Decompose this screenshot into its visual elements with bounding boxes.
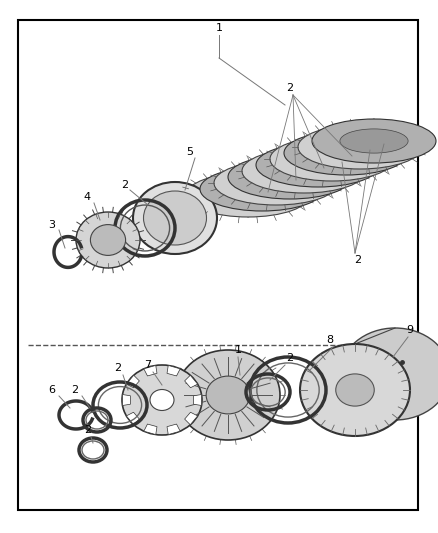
Ellipse shape [122, 365, 202, 435]
Ellipse shape [150, 390, 174, 410]
Ellipse shape [133, 182, 217, 254]
Text: 7: 7 [145, 360, 152, 370]
Polygon shape [126, 375, 139, 387]
Text: 5: 5 [187, 147, 194, 157]
Ellipse shape [340, 328, 438, 420]
Text: 2: 2 [71, 385, 78, 395]
Polygon shape [126, 412, 139, 425]
Ellipse shape [284, 153, 352, 177]
Text: 4: 4 [83, 192, 91, 202]
Ellipse shape [228, 155, 352, 199]
Ellipse shape [270, 137, 394, 181]
Ellipse shape [200, 167, 324, 211]
Text: 9: 9 [406, 325, 413, 335]
Text: 2: 2 [286, 83, 293, 93]
Ellipse shape [312, 119, 436, 163]
Text: 2: 2 [286, 353, 293, 363]
Text: 8: 8 [326, 335, 334, 345]
Ellipse shape [214, 161, 338, 205]
Polygon shape [194, 394, 201, 406]
Ellipse shape [300, 344, 410, 436]
Text: 2: 2 [85, 425, 92, 435]
Ellipse shape [90, 224, 126, 255]
Text: 2: 2 [121, 180, 129, 190]
Polygon shape [144, 366, 157, 376]
Text: 1: 1 [234, 345, 241, 355]
Ellipse shape [336, 374, 374, 406]
Polygon shape [185, 375, 198, 387]
Ellipse shape [256, 143, 380, 187]
Ellipse shape [176, 350, 280, 440]
Ellipse shape [206, 376, 250, 414]
Text: 6: 6 [49, 385, 56, 395]
Ellipse shape [256, 165, 324, 189]
Ellipse shape [228, 177, 296, 201]
Text: 1: 1 [215, 23, 223, 33]
Polygon shape [144, 424, 157, 434]
Polygon shape [123, 394, 131, 406]
Text: 2: 2 [114, 363, 122, 373]
Polygon shape [167, 424, 180, 434]
Ellipse shape [186, 173, 310, 217]
Text: 3: 3 [49, 220, 56, 230]
Ellipse shape [298, 125, 422, 169]
Ellipse shape [242, 149, 366, 193]
Ellipse shape [340, 129, 408, 153]
Polygon shape [167, 366, 180, 376]
Text: 2: 2 [354, 255, 361, 265]
Ellipse shape [312, 141, 380, 165]
Ellipse shape [76, 212, 140, 268]
Polygon shape [185, 412, 198, 425]
Ellipse shape [144, 191, 206, 245]
Ellipse shape [284, 131, 408, 175]
